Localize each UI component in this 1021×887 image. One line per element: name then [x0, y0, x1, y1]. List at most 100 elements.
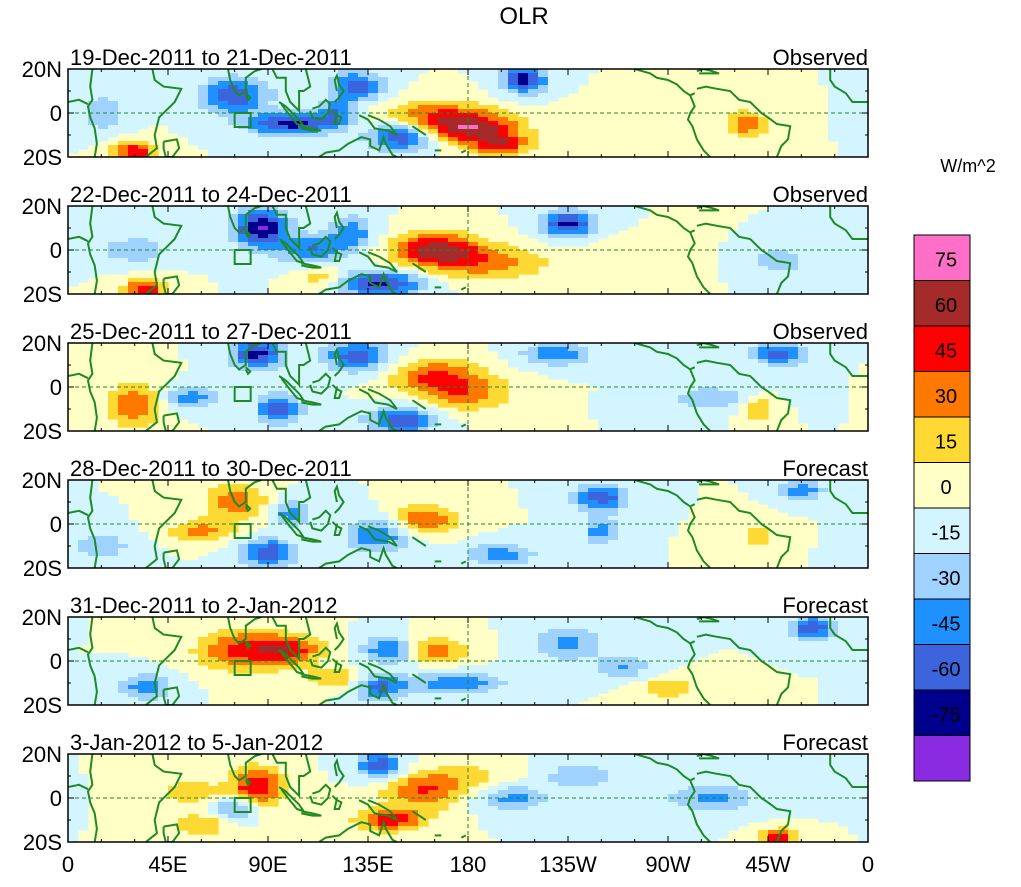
olr-cell [478, 109, 489, 114]
olr-cell [338, 290, 349, 294]
olr-cell [848, 149, 859, 154]
olr-cell [168, 383, 179, 388]
olr-cell [118, 536, 129, 541]
olr-cell [268, 254, 279, 259]
olr-cell [708, 363, 719, 368]
olr-cell [248, 101, 259, 106]
olr-cell [768, 492, 779, 497]
olr-cell [698, 363, 709, 368]
olr-cell [348, 85, 359, 90]
olr-cell [618, 367, 629, 372]
olr-cell [318, 560, 329, 565]
olr-cell [728, 395, 739, 400]
olr-cell [508, 85, 519, 90]
olr-cell [818, 423, 829, 428]
olr-cell [88, 206, 99, 211]
olr-cell [418, 508, 429, 513]
olr-cell [858, 206, 868, 211]
olr-cell [228, 355, 239, 360]
olr-cell [298, 121, 309, 126]
coastlines [68, 206, 868, 294]
olr-cell [788, 270, 799, 275]
olr-cell [108, 407, 119, 412]
olr-cell [838, 77, 849, 82]
olr-cell [788, 480, 799, 485]
olr-cell [278, 371, 289, 376]
olr-cell [78, 218, 89, 223]
olr-cell [418, 367, 429, 372]
olr-cell [268, 117, 279, 122]
olr-cell [838, 93, 849, 98]
olr-cell [298, 214, 309, 219]
olr-cell [248, 141, 259, 146]
olr-cell [228, 69, 239, 74]
olr-cell [218, 375, 229, 380]
olr-cell [338, 125, 349, 130]
olr-cell [208, 117, 219, 122]
olr-cell [468, 129, 479, 134]
olr-cell [738, 222, 749, 227]
olr-cell [588, 391, 599, 396]
olr-cell [108, 496, 119, 501]
olr-cell [68, 121, 79, 126]
olr-cell [768, 286, 779, 291]
olr-cell [408, 415, 419, 420]
olr-cell [288, 552, 299, 557]
olr-cell [308, 125, 319, 130]
olr-cell [398, 403, 409, 408]
olr-cell [698, 367, 709, 372]
olr-cell [248, 504, 259, 509]
coastline [244, 503, 252, 513]
olr-cell [168, 399, 179, 404]
olr-cell [618, 564, 629, 568]
olr-cell [518, 480, 529, 485]
coastline [686, 506, 711, 568]
olr-cell [438, 556, 449, 561]
olr-cell [348, 512, 359, 517]
olr-cell [548, 520, 559, 525]
olr-cell [538, 93, 549, 98]
olr-cell [818, 234, 829, 239]
olr-cell [828, 371, 839, 376]
olr-cell [128, 242, 139, 247]
olr-cell [348, 250, 359, 255]
olr-cell [328, 399, 339, 404]
olr-cell [688, 347, 699, 352]
olr-cell [218, 355, 229, 360]
y-tick-label: 0 [50, 101, 62, 126]
coastline [411, 399, 427, 410]
olr-cell [588, 383, 599, 388]
olr-cell [88, 254, 99, 259]
olr-cell [268, 141, 279, 146]
olr-cell [108, 411, 119, 416]
olr-cell [248, 230, 259, 235]
olr-cell [198, 105, 209, 110]
olr-cell [298, 218, 309, 223]
olr-cell [308, 367, 319, 372]
olr-cell [108, 246, 119, 251]
olr-cell [718, 278, 729, 283]
olr-cell [798, 226, 809, 231]
olr-cell [288, 93, 299, 98]
olr-cell [798, 274, 809, 279]
olr-cell [348, 548, 359, 553]
olr-cell [778, 484, 789, 489]
olr-cell [378, 73, 389, 78]
olr-cell [238, 504, 249, 509]
olr-cell [488, 242, 499, 247]
olr-cell [258, 387, 269, 392]
olr-cell [348, 214, 359, 219]
coastline [634, 69, 696, 97]
olr-cell [158, 564, 169, 568]
olr-cell [318, 359, 329, 364]
olr-cell [418, 512, 429, 517]
olr-cell [528, 137, 539, 142]
olr-cell [738, 230, 749, 235]
olr-cell [128, 210, 139, 215]
olr-cell [678, 383, 689, 388]
olr-cell [698, 387, 709, 392]
olr-cell [108, 222, 119, 227]
olr-cell [198, 254, 209, 259]
olr-cell [388, 548, 399, 553]
olr-cell [618, 560, 629, 565]
